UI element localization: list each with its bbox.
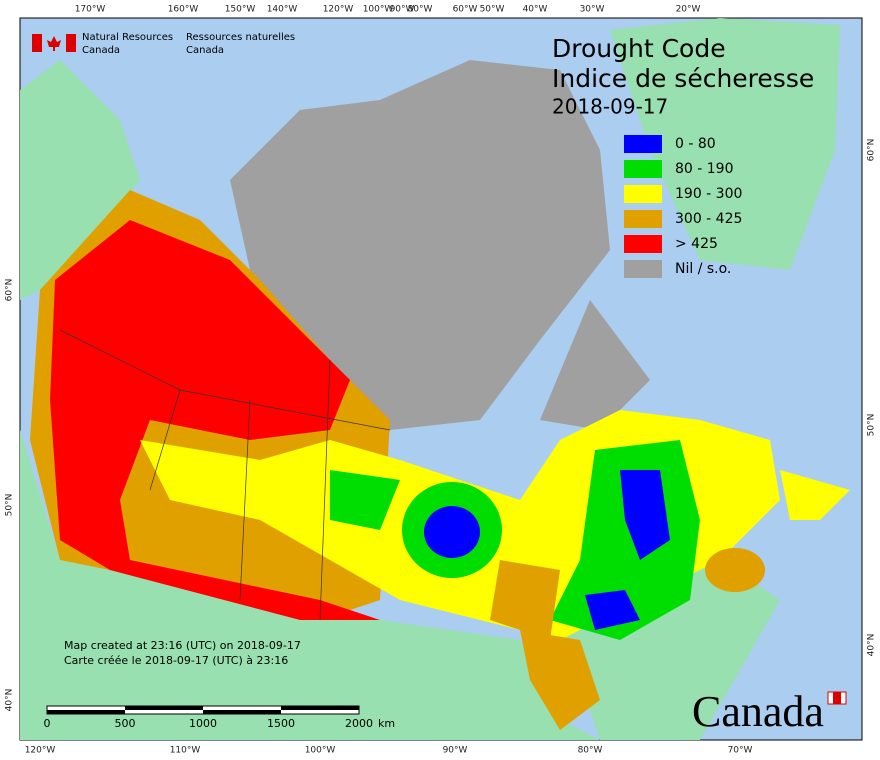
alaska <box>20 60 140 300</box>
legend-swatch <box>624 185 662 203</box>
lon-label-top: 140°W <box>267 5 298 15</box>
scale-label: 1500 <box>267 717 295 730</box>
lon-label-top: 30°W <box>580 5 605 15</box>
lon-label-top: 90°W <box>390 5 415 15</box>
legend-swatch <box>624 135 662 153</box>
lat-label-right: 60°N <box>867 139 877 162</box>
lon-label-top: 170°W <box>75 5 106 15</box>
lon-label-bottom: 100°W <box>305 746 336 756</box>
org-fr: Ressources naturelles <box>186 32 295 43</box>
title: Drought Code <box>552 34 726 63</box>
legend-label: 80 - 190 <box>675 161 734 177</box>
zone-blue-3 <box>585 590 640 630</box>
arctic-nil <box>230 60 610 430</box>
legend-swatch <box>624 235 662 253</box>
legend: 0 - 80 80 - 190 190 - 300 300 - 425 > 425 Nil… <box>624 135 742 278</box>
lat-label-left: 60°N <box>5 279 15 302</box>
scale-label: 2000 <box>345 717 373 730</box>
legend-label: 0 - 80 <box>675 136 716 152</box>
lon-label-bottom: 120°W <box>25 746 56 756</box>
credit: Map created at 23:16 (UTC) on 2018-09-17 <box>64 639 301 652</box>
lat-label-right: 40°N <box>867 634 877 657</box>
zone-maritimes <box>705 548 765 592</box>
title: Indice de sécheresse <box>552 64 814 93</box>
legend-label: 190 - 300 <box>675 186 742 202</box>
lon-label-top: 60°W <box>453 5 478 15</box>
org-en: Natural Resources <box>82 32 173 43</box>
ungava-nil <box>540 300 650 430</box>
boundaries <box>59 329 391 621</box>
zone-green-1 <box>330 470 400 530</box>
org-fr: Canada <box>186 45 224 56</box>
wordmark-flag <box>833 692 841 704</box>
legend-swatch <box>624 160 662 178</box>
lat-label-left: 40°N <box>5 689 15 712</box>
usa-east <box>560 560 780 740</box>
lat-label-left: 50°N <box>5 494 15 517</box>
wordmark: Canada <box>692 687 824 736</box>
zone-orange-ont <box>490 560 560 640</box>
legend-label: Nil / s.o. <box>675 261 731 277</box>
lon-label-bottom: 110°W <box>170 746 201 756</box>
zone-yellow-nfld <box>780 470 850 520</box>
map-body <box>19 17 863 741</box>
lon-label-top: 20°W <box>676 5 701 15</box>
legend-label: > 425 <box>675 236 718 252</box>
org-block: Natural Resources Canada Ressources natu… <box>32 32 295 56</box>
lon-label-bottom: 80°W <box>578 746 603 756</box>
scale-seg <box>203 710 281 714</box>
lon-label-top: 150°W <box>225 5 256 15</box>
scale-label: 0 <box>44 717 51 730</box>
credit: Carte créée le 2018-09-17 (UTC) à 23:16 <box>64 654 288 667</box>
legend-label: 300 - 425 <box>675 211 742 227</box>
scale-seg <box>281 706 359 710</box>
lon-label-bottom: 90°W <box>443 746 468 756</box>
lat-label-right: 50°N <box>867 414 877 437</box>
lon-label-top: 40°W <box>523 5 548 15</box>
legend-swatch <box>624 210 662 228</box>
zone-blue-2 <box>620 470 670 560</box>
scale-label: 500 <box>115 717 136 730</box>
zone-orange-south <box>520 630 600 730</box>
scale-seg <box>47 710 125 714</box>
flag-bar <box>32 34 42 52</box>
lon-label-top: 120°W <box>323 5 354 15</box>
zone-blue-1 <box>424 506 480 558</box>
lon-label-top: 50°W <box>480 5 505 15</box>
legend-swatch <box>624 260 662 278</box>
usa <box>20 430 600 740</box>
lon-label-top: 80°W <box>408 5 433 15</box>
lon-label-top: 100°W <box>363 5 394 15</box>
scale-seg <box>125 706 203 710</box>
greenland <box>610 18 840 270</box>
org-en: Canada <box>82 45 120 56</box>
lon-label-bottom: 70°W <box>728 746 753 756</box>
flag-bar <box>66 34 76 52</box>
graticule-labels: 170°W 160°W 150°W 140°W 120°W 100°W90°W80°W 60… <box>5 5 877 756</box>
scale-unit: km <box>378 717 395 730</box>
date: 2018-09-17 <box>552 95 668 119</box>
maple-leaf <box>47 36 61 51</box>
zone-red-west <box>50 220 380 620</box>
lon-label-top: 160°W <box>168 5 199 15</box>
scale-label: 1000 <box>189 717 217 730</box>
scale-bar: 0 500 1000 1500 2000 km <box>44 705 395 730</box>
